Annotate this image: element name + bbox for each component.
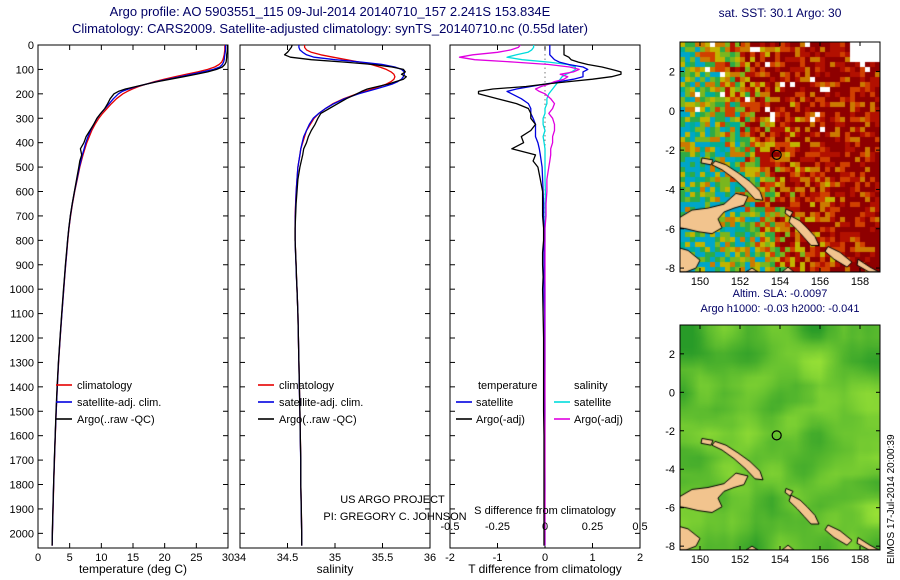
- sla-map-canvas: [680, 325, 880, 550]
- svg-text:0: 0: [542, 552, 548, 564]
- svg-text:500: 500: [16, 162, 34, 174]
- svg-text:156: 156: [811, 276, 829, 288]
- svg-text:154: 154: [771, 554, 789, 566]
- svg-text:2000: 2000: [10, 528, 34, 540]
- svg-text:100: 100: [16, 64, 34, 76]
- svg-text:0.5: 0.5: [632, 521, 647, 533]
- svg-text:150: 150: [691, 276, 709, 288]
- svg-text:Argo(-adj): Argo(-adj): [574, 414, 623, 426]
- svg-text:1: 1: [589, 552, 595, 564]
- svg-text:0: 0: [35, 552, 41, 564]
- sla-map-axes: 150 152 154 156 158 2 0 -2 -4 -6 -8: [665, 324, 881, 566]
- svg-text:-4: -4: [665, 464, 675, 476]
- svg-text:-2: -2: [665, 145, 675, 157]
- svg-text:2: 2: [637, 552, 643, 564]
- svg-text:156: 156: [811, 554, 829, 566]
- svg-text:temperature: temperature: [478, 380, 537, 392]
- salinity-panel: 34 34.5 35 35.5 36 climatology satellite-adj. …: [234, 44, 436, 564]
- svg-text:10: 10: [95, 552, 107, 564]
- sdiff-axis-label: S difference from climatology: [474, 505, 616, 517]
- svg-text:154: 154: [771, 276, 789, 288]
- sst-map-title: sat. SST: 30.1 Argo: 30: [718, 6, 842, 20]
- sla-title-line2: Argo h1000: -0.03 h2000: -0.041: [700, 303, 860, 315]
- svg-text:-2: -2: [445, 552, 455, 564]
- svg-text:1000: 1000: [10, 284, 34, 296]
- svg-text:1900: 1900: [10, 504, 34, 516]
- svg-text:-6: -6: [665, 503, 675, 515]
- svg-text:-8: -8: [665, 263, 675, 275]
- svg-text:35.5: 35.5: [372, 552, 393, 564]
- svg-text:climatology: climatology: [77, 380, 133, 392]
- svg-text:satellite-adj. clim.: satellite-adj. clim.: [279, 397, 363, 409]
- svg-text:-8: -8: [665, 541, 675, 553]
- svg-text:150: 150: [691, 554, 709, 566]
- svg-text:35: 35: [329, 552, 341, 564]
- svg-text:satellite: satellite: [574, 397, 611, 409]
- temperature-xlabel: temperature (deg C): [78, 562, 188, 576]
- svg-text:0.25: 0.25: [582, 521, 603, 533]
- svg-text:158: 158: [851, 554, 869, 566]
- svg-text:1300: 1300: [10, 357, 34, 369]
- pi-note: PI: GREGORY C. JOHNSON: [323, 511, 467, 523]
- svg-text:1600: 1600: [10, 431, 34, 443]
- svg-text:-1: -1: [493, 552, 503, 564]
- svg-text:satellite: satellite: [476, 397, 513, 409]
- svg-text:5: 5: [67, 552, 73, 564]
- svg-text:Argo(-adj): Argo(-adj): [476, 414, 525, 426]
- svg-text:34.5: 34.5: [277, 552, 298, 564]
- svg-text:0: 0: [669, 106, 675, 118]
- svg-text:158: 158: [851, 276, 869, 288]
- svg-text:152: 152: [731, 554, 749, 566]
- svg-text:900: 900: [16, 260, 34, 272]
- svg-text:-4: -4: [665, 184, 675, 196]
- sla-title-line1: Altim. SLA: -0.0097: [732, 288, 828, 300]
- svg-text:400: 400: [16, 138, 34, 150]
- svg-text:20: 20: [159, 552, 171, 564]
- svg-text:-2: -2: [665, 426, 675, 438]
- svg-text:1400: 1400: [10, 382, 34, 394]
- sst-map-axes: 150 152 154 156 158 2 0 -2 -4 -6 -8: [665, 41, 881, 288]
- svg-text:2: 2: [669, 349, 675, 361]
- timestamp-watermark: EIMOS 17-Jul-2014 20:00:39: [886, 434, 897, 564]
- svg-text:-0.25: -0.25: [485, 521, 510, 533]
- svg-text:0: 0: [542, 521, 548, 533]
- tdiff-xlabel: T difference from climatology: [468, 562, 622, 576]
- svg-text:200: 200: [16, 89, 34, 101]
- figure-title-line2: Climatology: CARS2009. Satellite-adjuste…: [72, 21, 588, 36]
- svg-text:1700: 1700: [10, 455, 34, 467]
- salinity-xlabel: salinity: [316, 562, 354, 576]
- svg-text:300: 300: [16, 113, 34, 125]
- svg-text:salinity: salinity: [574, 380, 608, 392]
- difference-panel: -2 -1 0 1 2 -0.5 -0.25 0 0.25 0.5 temperature satel…: [441, 44, 648, 564]
- figure-title-line1: Argo profile: AO 5903551_115 09-Jul-2014…: [109, 4, 551, 19]
- svg-text:15: 15: [127, 552, 139, 564]
- sst-map-canvas: [680, 42, 880, 272]
- svg-text:36: 36: [424, 552, 436, 564]
- svg-text:600: 600: [16, 187, 34, 199]
- svg-text:1800: 1800: [10, 480, 34, 492]
- svg-text:1500: 1500: [10, 406, 34, 418]
- svg-text:1200: 1200: [10, 333, 34, 345]
- svg-text:1100: 1100: [10, 309, 34, 321]
- svg-text:-6: -6: [665, 224, 675, 236]
- svg-text:2: 2: [669, 66, 675, 78]
- svg-text:30: 30: [222, 552, 234, 564]
- svg-text:Argo(..raw -QC): Argo(..raw -QC): [279, 414, 357, 426]
- svg-text:34: 34: [234, 552, 246, 564]
- svg-text:800: 800: [16, 235, 34, 247]
- svg-text:152: 152: [731, 276, 749, 288]
- svg-text:-0.5: -0.5: [441, 521, 460, 533]
- svg-text:Argo(..raw -QC): Argo(..raw -QC): [77, 414, 155, 426]
- svg-text:0: 0: [669, 387, 675, 399]
- us-argo-project-note: US ARGO PROJECT: [340, 494, 445, 506]
- svg-text:0: 0: [28, 40, 34, 52]
- svg-text:climatology: climatology: [279, 380, 335, 392]
- svg-text:satellite-adj. clim.: satellite-adj. clim.: [77, 397, 161, 409]
- svg-text:700: 700: [16, 211, 34, 223]
- temperature-panel: 0 5 10 15 20 25 300100200300400500600700800900…: [10, 40, 235, 564]
- svg-text:25: 25: [190, 552, 202, 564]
